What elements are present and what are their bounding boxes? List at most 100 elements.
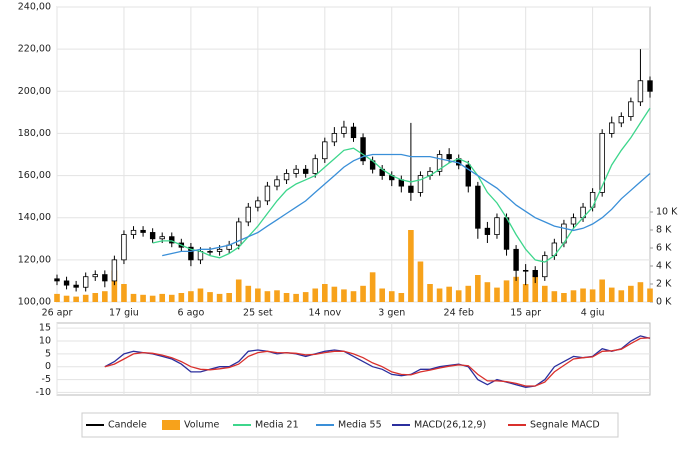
- volume-bar: [628, 285, 634, 302]
- volume-bar: [455, 290, 462, 302]
- volume-bar: [54, 293, 60, 302]
- candle-body: [647, 80, 653, 92]
- candle-body: [331, 133, 338, 143]
- candle-body: [570, 217, 577, 225]
- x-tick-label: 3 gen: [378, 308, 405, 319]
- candle-body: [274, 179, 280, 187]
- line-series: [104, 335, 651, 388]
- candle-body: [216, 248, 223, 252]
- candle-body: [54, 278, 60, 282]
- x-tick-label: 4 giu: [581, 308, 605, 319]
- candle-body: [628, 101, 634, 117]
- candle-body: [341, 126, 347, 134]
- volume-bar: [92, 293, 99, 302]
- candle-body: [513, 248, 519, 271]
- volume-bar: [341, 289, 347, 302]
- line-series: [104, 337, 651, 387]
- x-tick-label: 25 set: [243, 308, 273, 319]
- volume-bar: [235, 279, 242, 302]
- volume-bar: [264, 291, 271, 302]
- candle-body: [408, 185, 414, 193]
- volume-bar: [302, 292, 309, 302]
- volume-bar: [102, 291, 108, 302]
- candle-body: [82, 276, 89, 288]
- volume-bar: [379, 288, 385, 302]
- macd-panel: [56, 322, 651, 396]
- volume-bar: [503, 280, 510, 302]
- line-series: [162, 153, 651, 257]
- volume-bar: [312, 288, 319, 302]
- volume-bar: [570, 290, 577, 302]
- candle-body: [322, 141, 328, 160]
- line-series: [152, 107, 651, 263]
- volume-bar: [331, 286, 338, 302]
- volume-bar: [63, 295, 70, 302]
- volume-bar: [111, 270, 118, 302]
- volume-bar: [608, 287, 615, 302]
- candle-body: [73, 284, 79, 288]
- volume-bar: [207, 292, 213, 302]
- candle-body: [312, 158, 318, 174]
- volume-bar: [647, 288, 653, 302]
- volume-bar: [561, 293, 567, 302]
- candle-body: [484, 227, 491, 235]
- volume-bar: [388, 291, 395, 302]
- volume-bar: [82, 294, 89, 302]
- y-tick-label: 160,00: [18, 170, 51, 181]
- y-tick-label: 120,00: [18, 254, 51, 265]
- volume-bar: [159, 293, 166, 302]
- candle-body: [149, 232, 156, 240]
- y-tick-label: 220,00: [18, 44, 51, 55]
- candle-body: [92, 274, 98, 278]
- y-tick-label: 140,00: [18, 212, 51, 223]
- candle-body: [264, 185, 271, 202]
- y2-tick-label: 4 K: [656, 261, 672, 272]
- y-tick-label: 15: [39, 323, 51, 334]
- volume-bar: [408, 230, 414, 302]
- candle-body: [121, 234, 127, 261]
- candle-body: [188, 246, 194, 261]
- price-panel: [56, 6, 651, 303]
- volume-bar: [532, 275, 539, 302]
- volume-bar: [513, 276, 519, 302]
- volume-bar: [293, 293, 299, 302]
- volume-bar: [188, 291, 194, 302]
- candle-body: [255, 200, 261, 208]
- y2-tick-label: 8 K: [656, 225, 672, 236]
- volume-bar: [465, 285, 472, 302]
- volume-bar: [322, 284, 328, 302]
- candle-body: [465, 164, 471, 187]
- candle-body: [436, 154, 443, 172]
- y2-tick-label: 2 K: [656, 279, 672, 290]
- candle-body: [503, 217, 510, 250]
- volume-bar: [494, 287, 500, 302]
- volume-bar: [446, 286, 452, 302]
- candle-body: [159, 236, 165, 240]
- y-tick-label: 240,00: [18, 2, 51, 13]
- volume-bar: [599, 279, 605, 302]
- candle-body: [618, 116, 625, 124]
- volume-bar: [589, 289, 596, 302]
- candle-body: [102, 274, 108, 282]
- candle-body: [140, 229, 146, 233]
- candle-body: [236, 221, 242, 246]
- legend-swatch: [162, 420, 180, 430]
- volume-bar: [168, 294, 175, 302]
- y-tick-label: 5: [45, 348, 51, 359]
- volume-bar: [369, 272, 376, 302]
- volume-bar: [541, 285, 548, 302]
- volume-bar: [551, 291, 558, 302]
- volume-bar: [398, 293, 405, 302]
- candle-body: [532, 269, 538, 278]
- volume-bar: [73, 296, 79, 302]
- volume-bar: [618, 290, 625, 302]
- volume-bar: [580, 288, 586, 302]
- y2-tick-label: 0 K: [656, 297, 672, 308]
- legend-label: Segnale MACD: [530, 420, 600, 431]
- y-tick-label: 100,00: [18, 297, 51, 308]
- volume-bar: [178, 293, 185, 302]
- y-tick-label: 10: [39, 336, 51, 347]
- volume-bar: [436, 288, 443, 302]
- candle-body: [637, 80, 644, 103]
